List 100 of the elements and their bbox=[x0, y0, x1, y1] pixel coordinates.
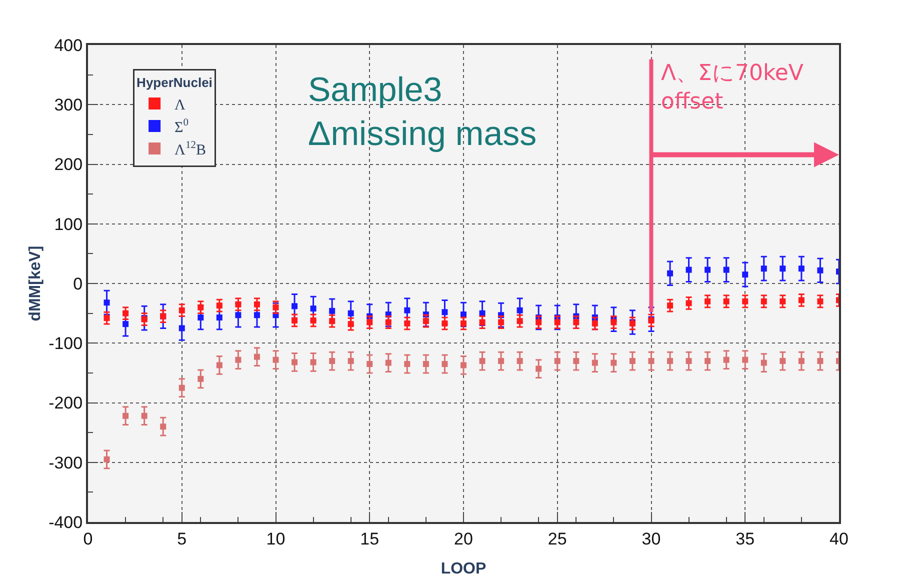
x-tick-label: 40 bbox=[830, 529, 848, 548]
point bbox=[592, 360, 598, 366]
point bbox=[198, 314, 204, 320]
y-tick-label: 400 bbox=[54, 36, 83, 55]
point bbox=[536, 366, 542, 372]
point bbox=[479, 358, 486, 364]
ref-line-label: Λ、Σに70keV offset bbox=[661, 61, 804, 115]
text: Sample3 Δmissing mass bbox=[308, 71, 537, 154]
x-tick-label: 25 bbox=[548, 529, 567, 548]
point bbox=[310, 317, 316, 324]
point bbox=[780, 298, 786, 304]
point bbox=[254, 301, 260, 308]
point bbox=[216, 362, 222, 368]
point bbox=[573, 319, 580, 326]
point bbox=[554, 319, 560, 326]
point bbox=[610, 360, 617, 366]
point bbox=[667, 302, 674, 309]
point bbox=[516, 358, 523, 364]
point bbox=[554, 358, 560, 364]
point bbox=[498, 319, 504, 326]
point bbox=[292, 359, 298, 366]
y-tick-label: -100 bbox=[48, 334, 83, 354]
point bbox=[723, 266, 730, 273]
point bbox=[329, 308, 336, 314]
y-tick-label: 200 bbox=[54, 155, 83, 174]
point bbox=[272, 356, 279, 363]
x-axis-title: LOOP bbox=[440, 560, 486, 578]
legend-label: Λ$^{12}$B bbox=[174, 140, 206, 158]
point bbox=[516, 307, 523, 314]
point bbox=[104, 315, 110, 322]
point bbox=[348, 321, 354, 328]
legend-label: Λ bbox=[174, 97, 186, 114]
point bbox=[122, 310, 129, 316]
x-tick-label: 10 bbox=[266, 529, 286, 548]
point bbox=[516, 318, 523, 324]
point bbox=[329, 318, 336, 324]
point bbox=[254, 312, 260, 318]
point bbox=[760, 298, 767, 304]
point bbox=[310, 306, 316, 312]
point bbox=[310, 359, 316, 366]
point bbox=[723, 356, 730, 363]
point bbox=[629, 358, 636, 364]
point bbox=[404, 320, 410, 326]
point bbox=[704, 358, 711, 364]
point bbox=[348, 358, 354, 364]
point bbox=[817, 358, 824, 364]
point bbox=[798, 266, 804, 272]
point bbox=[235, 301, 242, 308]
point bbox=[704, 266, 711, 273]
point bbox=[798, 358, 804, 364]
point bbox=[366, 360, 373, 367]
x-tick-label: 15 bbox=[360, 529, 380, 548]
point bbox=[385, 360, 392, 366]
point bbox=[817, 298, 824, 304]
y-tick-label: -200 bbox=[48, 394, 83, 413]
point bbox=[292, 317, 298, 324]
point bbox=[780, 358, 786, 364]
point bbox=[460, 320, 466, 326]
point bbox=[780, 266, 786, 272]
point bbox=[178, 325, 185, 332]
point bbox=[460, 362, 466, 368]
point bbox=[272, 304, 279, 310]
y-tick-label: -400 bbox=[48, 512, 83, 532]
point bbox=[216, 314, 222, 320]
point bbox=[122, 412, 129, 419]
point bbox=[122, 321, 129, 328]
point bbox=[422, 318, 429, 324]
y-axis-title: dMM[keV] bbox=[26, 246, 44, 322]
y-tick-label: 100 bbox=[54, 214, 83, 234]
x-tick-label: 20 bbox=[454, 529, 473, 548]
point bbox=[742, 272, 748, 278]
point bbox=[422, 360, 429, 367]
point bbox=[592, 320, 598, 326]
point bbox=[235, 356, 242, 363]
point bbox=[686, 358, 692, 364]
legend-title: HyperNuclei bbox=[136, 75, 212, 90]
point bbox=[366, 319, 373, 326]
point bbox=[742, 298, 748, 304]
point bbox=[329, 358, 336, 364]
point bbox=[648, 358, 654, 364]
point bbox=[498, 358, 504, 364]
y-tick-label: 300 bbox=[54, 96, 83, 115]
y-tick-label: -300 bbox=[48, 453, 83, 472]
point bbox=[404, 360, 410, 367]
x-tick-label: 35 bbox=[736, 529, 755, 548]
point bbox=[178, 384, 185, 391]
point bbox=[385, 319, 392, 326]
point bbox=[348, 310, 354, 316]
point bbox=[610, 319, 617, 326]
x-tick-label: 5 bbox=[177, 529, 187, 548]
point bbox=[479, 319, 486, 326]
point bbox=[723, 298, 730, 304]
point bbox=[742, 356, 748, 363]
point bbox=[686, 266, 692, 273]
point bbox=[404, 307, 410, 314]
point bbox=[442, 309, 448, 316]
point bbox=[254, 354, 260, 360]
point bbox=[178, 307, 185, 314]
point bbox=[573, 358, 580, 364]
point bbox=[292, 303, 298, 310]
